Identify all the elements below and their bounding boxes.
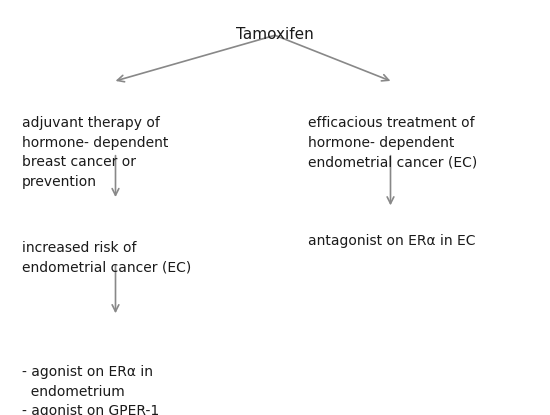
Text: antagonist on ERα in EC: antagonist on ERα in EC xyxy=(308,234,476,249)
Text: Tamoxifen: Tamoxifen xyxy=(236,27,314,42)
Text: increased risk of
endometrial cancer (EC): increased risk of endometrial cancer (EC… xyxy=(22,241,191,274)
Text: adjuvant therapy of
hormone- dependent
breast cancer or
prevention: adjuvant therapy of hormone- dependent b… xyxy=(22,116,168,189)
Text: - agonist on ERα in
  endometrium
- agonist on GPER-1
  in EC: - agonist on ERα in endometrium - agonis… xyxy=(22,365,159,415)
Text: efficacious treatment of
hormone- dependent
endometrial cancer (EC): efficacious treatment of hormone- depend… xyxy=(308,116,477,169)
